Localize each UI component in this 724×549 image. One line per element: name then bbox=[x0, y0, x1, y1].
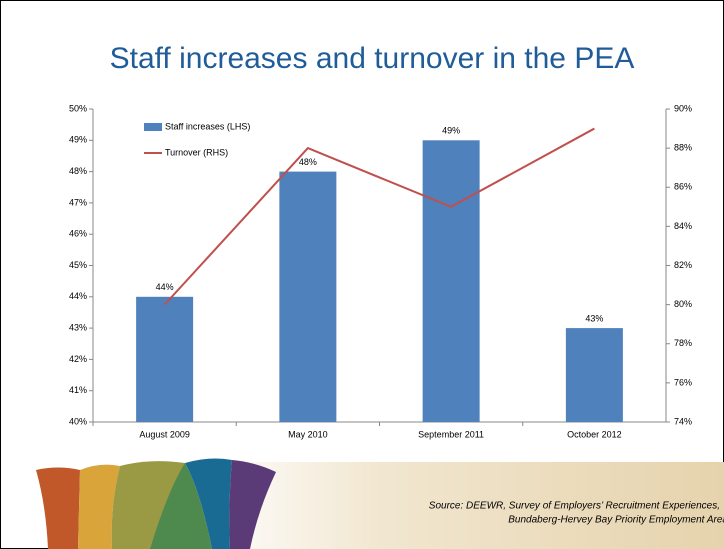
data-label: 48% bbox=[299, 157, 317, 167]
decor bbox=[150, 463, 212, 549]
y2-tick-label: 88% bbox=[674, 143, 692, 153]
y-tick-label: 40% bbox=[69, 416, 87, 426]
legend-label: Turnover (RHS) bbox=[165, 147, 228, 157]
decor bbox=[111, 461, 185, 549]
y-tick-label: 45% bbox=[69, 260, 87, 270]
y-tick-label: 46% bbox=[69, 229, 87, 239]
footer-band bbox=[200, 462, 724, 549]
data-label: 43% bbox=[585, 313, 603, 323]
y2-tick-label: 90% bbox=[674, 103, 692, 113]
data-label: 49% bbox=[442, 126, 460, 136]
bar bbox=[136, 296, 194, 422]
y-tick-label: 43% bbox=[69, 322, 87, 332]
decor bbox=[229, 460, 276, 549]
x-tick-label: May 2010 bbox=[288, 429, 328, 439]
y-tick-label: 44% bbox=[69, 291, 87, 301]
x-tick-label: October 2012 bbox=[567, 429, 622, 439]
y-tick-label: 50% bbox=[69, 103, 87, 113]
y2-tick-label: 74% bbox=[674, 416, 692, 426]
decor bbox=[78, 464, 120, 549]
legend-swatch bbox=[144, 123, 162, 131]
y2-tick-label: 78% bbox=[674, 338, 692, 348]
y-tick-label: 49% bbox=[69, 135, 87, 145]
y2-tick-label: 82% bbox=[674, 260, 692, 270]
bar bbox=[279, 171, 337, 422]
y-tick-label: 47% bbox=[69, 197, 87, 207]
y2-tick-label: 76% bbox=[674, 377, 692, 387]
y2-tick-label: 84% bbox=[674, 221, 692, 231]
chart-title: Staff increases and turnover in the PEA bbox=[110, 42, 635, 75]
y-tick-label: 42% bbox=[69, 354, 87, 364]
line bbox=[163, 127, 595, 306]
source-note: Bundaberg-Hervey Bay Priority Employment… bbox=[508, 515, 724, 526]
bar bbox=[565, 328, 623, 422]
x-tick-label: August 2009 bbox=[139, 429, 190, 439]
y2-tick-label: 86% bbox=[674, 182, 692, 192]
bar bbox=[422, 140, 480, 423]
y-tick-label: 41% bbox=[69, 385, 87, 395]
data-label: 44% bbox=[156, 282, 174, 292]
y2-tick-label: 80% bbox=[674, 299, 692, 309]
decor bbox=[36, 467, 80, 549]
y-tick-label: 48% bbox=[69, 166, 87, 176]
decor bbox=[185, 458, 232, 549]
x-tick-label: September 2011 bbox=[418, 429, 484, 439]
source-note: Source: DEEWR, Survey of Employers’ Recr… bbox=[429, 501, 720, 512]
legend-label: Staff increases (LHS) bbox=[165, 121, 250, 131]
